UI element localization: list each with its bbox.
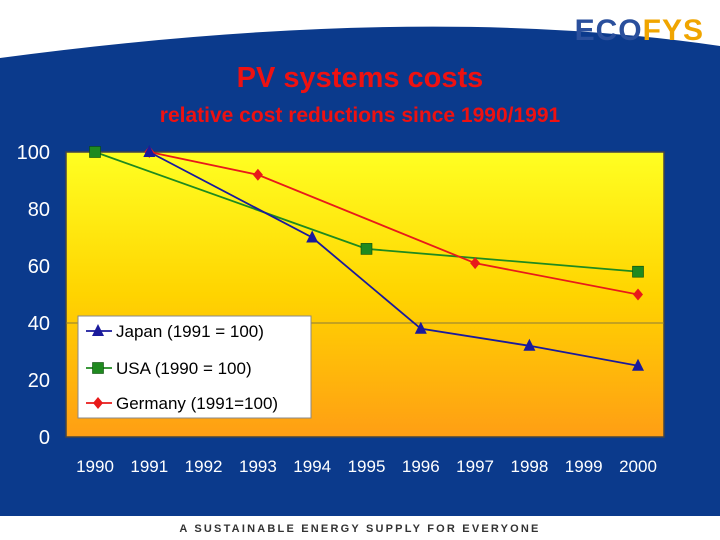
- data-point: [470, 257, 481, 270]
- legend: Japan (1991 = 100) USA (1990 = 100) German…: [77, 315, 312, 419]
- y-tick-label: 40: [28, 313, 50, 335]
- x-tick-label: 1999: [565, 457, 603, 476]
- footer-banner: A SUSTAINABLE ENERGY SUPPLY FOR EVERYONE: [0, 516, 720, 540]
- data-point: [632, 265, 644, 278]
- data-point: [360, 243, 373, 255]
- legend-box: [77, 315, 312, 419]
- data-point: [306, 230, 319, 243]
- x-tick-label: 1994: [293, 457, 331, 476]
- legend-marker: [92, 362, 104, 374]
- x-tick-label: 1995: [348, 457, 386, 476]
- data-point: [523, 338, 536, 351]
- x-tick-label: 1993: [239, 457, 277, 476]
- y-tick-label: 80: [28, 199, 50, 221]
- legend-label: Germany (1991=100): [116, 394, 278, 413]
- legend-marker: [93, 397, 103, 409]
- data-point: [632, 358, 644, 371]
- x-tick-label: 1997: [456, 457, 494, 476]
- ecofys-logo: ECOFYS: [575, 14, 704, 48]
- y-tick-label: 60: [28, 256, 50, 278]
- legend-marker: [92, 324, 104, 336]
- y-tick-label: 20: [28, 370, 50, 392]
- data-point: [414, 321, 427, 334]
- y-tick-label: 0: [39, 427, 50, 449]
- x-tick-label: 2000: [619, 457, 657, 476]
- legend-label: USA (1990 = 100): [116, 359, 252, 378]
- top-white-band: [0, 0, 720, 58]
- y-tick-label: 100: [17, 142, 50, 164]
- chart-subtitle: relative cost reductions since 1990/1991: [159, 104, 561, 127]
- data-point: [89, 146, 101, 158]
- data-point: [252, 168, 263, 181]
- x-tick-label: 1992: [185, 457, 223, 476]
- logo-part2: FYS: [642, 14, 704, 47]
- data-point: [143, 145, 156, 157]
- x-tick-label: 1991: [130, 457, 168, 476]
- x-tick-label: 1990: [76, 457, 114, 476]
- logo-part1: ECO: [574, 14, 643, 47]
- data-point: [633, 288, 643, 301]
- series-line-diamond: [149, 151, 639, 296]
- chart-title: PV systems costs: [236, 62, 484, 94]
- x-tick-label: 1998: [510, 457, 548, 476]
- x-tick-label: 1996: [402, 457, 440, 476]
- legend-label: Japan (1991 = 100): [116, 322, 264, 341]
